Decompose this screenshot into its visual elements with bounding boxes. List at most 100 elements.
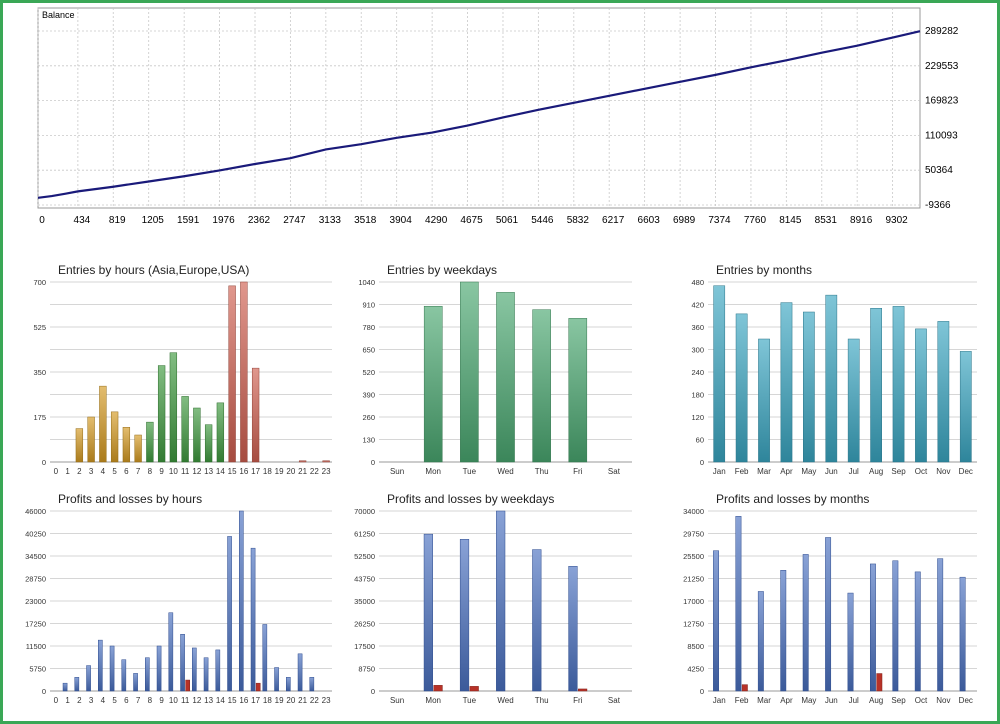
bar [193, 407, 201, 463]
bar [460, 281, 479, 463]
xtick-label: 10 [169, 467, 178, 476]
ytick-label: 23000 [25, 597, 46, 606]
balance-xtick-label: 5446 [531, 215, 554, 226]
balance-title: Balance [42, 10, 75, 20]
balance-xtick-label: 8145 [779, 215, 802, 226]
ytick-label: 46000 [25, 507, 46, 516]
xtick-label: Jan [713, 467, 726, 476]
balance-ytick-label: -9366 [925, 200, 951, 211]
ytick-label: 1040 [358, 278, 375, 287]
profit-bar [133, 673, 138, 692]
xtick-label: 0 [54, 696, 59, 705]
ytick-label: 910 [362, 301, 375, 310]
bar [87, 416, 95, 463]
profit-bar [847, 592, 854, 692]
ytick-label: 17250 [25, 620, 46, 629]
balance-xtick-label: 1591 [177, 215, 200, 226]
ytick-label: 130 [362, 436, 375, 445]
xtick-label: Jun [825, 696, 838, 705]
xtick-label: 12 [192, 696, 201, 705]
ytick-label: 35000 [354, 597, 375, 606]
profit-bar [297, 653, 303, 692]
xtick-label: Mon [425, 696, 441, 705]
xtick-label: Oct [915, 696, 928, 705]
profit-bar [274, 667, 279, 692]
bar [146, 421, 154, 463]
ytick-label: 26250 [354, 620, 375, 629]
xtick-label: 4 [101, 696, 106, 705]
bar [892, 306, 905, 463]
xtick-label: 6 [124, 696, 129, 705]
xtick-label: Sep [891, 696, 906, 705]
ytick-label: 0 [371, 687, 375, 696]
xtick-label: Jul [849, 696, 859, 705]
bar [134, 434, 142, 463]
xtick-label: 13 [204, 696, 213, 705]
xtick-label: Jul [849, 467, 859, 476]
ytick-label: 34000 [683, 507, 704, 516]
xtick-label: Sep [891, 467, 906, 476]
xtick-label: 14 [216, 696, 225, 705]
xtick-label: Sun [390, 467, 404, 476]
bar [216, 402, 225, 463]
bar [496, 292, 515, 463]
loss-bar [185, 679, 190, 692]
ytick-label: 5750 [29, 665, 46, 674]
profit-bar [568, 566, 578, 692]
bar [228, 285, 236, 463]
ytick-label: 0 [371, 458, 375, 467]
xtick-label: Mon [425, 467, 441, 476]
ytick-label: 25500 [683, 552, 704, 561]
profit-bar [215, 649, 221, 692]
bar [870, 308, 882, 463]
balance-xtick-label: 5832 [567, 215, 590, 226]
xtick-label: Wed [497, 696, 513, 705]
bar [568, 318, 588, 463]
bar [298, 460, 307, 463]
ytick-label: 420 [691, 301, 704, 310]
xtick-label: 19 [275, 696, 284, 705]
ytick-label: 12750 [683, 620, 704, 629]
xtick-label: Feb [735, 467, 749, 476]
xtick-label: 18 [263, 467, 272, 476]
bar [204, 424, 213, 463]
bar [937, 321, 950, 463]
xtick-label: Feb [735, 696, 749, 705]
profit-bar [423, 533, 433, 692]
profit-bar [914, 571, 921, 692]
ytick-label: 120 [691, 413, 704, 422]
profit-bar [802, 554, 809, 692]
ytick-label: 0 [42, 687, 46, 696]
ytick-label: 240 [691, 368, 704, 377]
xtick-label: May [801, 467, 816, 476]
profit-bar [227, 536, 232, 692]
balance-xtick-label: 9302 [885, 215, 908, 226]
bar [758, 338, 770, 463]
entries_months-chart: Entries by months 480 420 360 300 240 180 120 60… [691, 263, 977, 476]
xtick-label: Dec [959, 467, 973, 476]
xtick-label: 6 [124, 467, 129, 476]
ytick-label: 0 [700, 458, 704, 467]
ytick-label: 11500 [26, 642, 46, 651]
loss-bar [433, 685, 443, 692]
balance-xtick-label: 7374 [708, 215, 731, 226]
ytick-label: 8750 [358, 665, 375, 674]
ytick-label: 28750 [25, 575, 46, 584]
xtick-label: Nov [936, 467, 950, 476]
bar [181, 396, 189, 463]
bar [803, 311, 815, 463]
profit-bar [825, 537, 832, 692]
profit-bar [496, 510, 506, 692]
profit-bar [286, 677, 291, 692]
xtick-label: 7 [136, 696, 141, 705]
balance-ytick-label: 169823 [925, 96, 959, 107]
profit-bar [532, 549, 542, 692]
xtick-label: Mar [757, 696, 771, 705]
ytick-label: 175 [33, 413, 46, 422]
profit-bar [262, 624, 268, 692]
xtick-label: Jan [713, 696, 726, 705]
xtick-label: Dec [959, 696, 973, 705]
balance-xtick-label: 2747 [283, 215, 306, 226]
balance-xtick-label: 5061 [496, 215, 519, 226]
